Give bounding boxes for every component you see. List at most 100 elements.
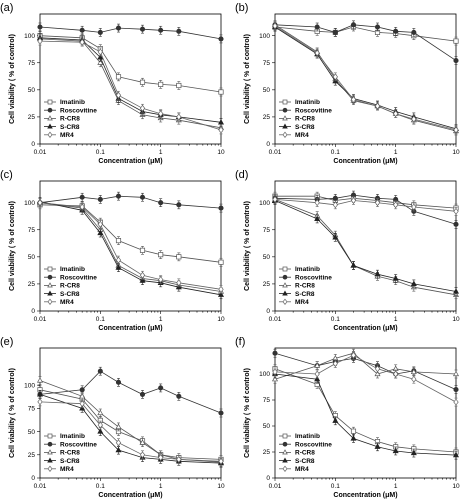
data-point (218, 259, 224, 265)
data-point (115, 74, 122, 80)
y-tick-label: 50 (28, 254, 36, 261)
data-point (314, 49, 320, 57)
data-point (139, 247, 146, 253)
data-point (176, 455, 182, 463)
x-axis-label: Concentration (μM) (98, 492, 162, 499)
legend-label: Roscovitine (295, 274, 332, 281)
y-tick-label: 100 (259, 33, 270, 40)
x-tick-label: 10 (217, 316, 225, 323)
y-tick-label: 25 (263, 449, 271, 456)
legend-marker (282, 115, 288, 121)
series-line (274, 199, 457, 296)
data-point (392, 447, 399, 454)
legend-label: Imatinib (60, 266, 85, 273)
data-point (97, 428, 104, 434)
legend-label: S-CR8 (295, 458, 315, 465)
data-point (115, 25, 122, 31)
data-point (37, 199, 43, 207)
data-point (392, 275, 399, 281)
x-tick-label: 0.1 (96, 483, 105, 490)
x-tick-label: 10 (217, 149, 225, 156)
legend-marker (47, 457, 53, 463)
y-tick-label: 0 (266, 475, 270, 482)
chart-panel: (f) 0 25 50 75 100 0.01 0.1 1 10 Concentration (μM… (235, 336, 460, 499)
data-point (314, 362, 321, 368)
data-point (350, 262, 357, 268)
plot-frame (39, 13, 222, 145)
data-point (374, 199, 381, 207)
series-line (39, 38, 222, 129)
data-point (176, 202, 182, 208)
y-tick-label: 75 (263, 60, 271, 67)
series-line (274, 194, 457, 225)
series-line (274, 354, 457, 403)
data-point (452, 370, 460, 377)
data-point (176, 279, 182, 287)
legend-marker (47, 274, 53, 280)
data-point (272, 368, 278, 376)
legend-marker (282, 298, 288, 305)
data-point (115, 379, 122, 385)
legend-label: S-CR8 (295, 124, 315, 131)
legend-label: S-CR8 (295, 291, 315, 298)
chart-panel: (a) 0 25 50 75 100 0.01 0.1 1 10 Concentration (μM… (0, 2, 225, 165)
x-axis-label: Concentration (μM) (333, 158, 397, 165)
y-axis-label: Cell viability ( % of control) (9, 34, 16, 124)
series-mr4 (272, 21, 459, 135)
x-tick-label: 0.1 (96, 316, 105, 323)
data-point (37, 398, 43, 406)
data-point (314, 24, 320, 30)
series-line (39, 202, 222, 292)
y-tick-label: 0 (31, 475, 35, 482)
legend-label: R-CR8 (295, 283, 315, 290)
data-point (350, 435, 357, 441)
series-line (274, 368, 457, 453)
legend-marker (282, 107, 288, 113)
series-line (274, 373, 457, 456)
plot-frame (274, 13, 457, 145)
plot-frame (39, 180, 222, 312)
data-point (158, 110, 164, 118)
x-tick-label: 0.1 (331, 483, 340, 490)
legend-label: MR4 (295, 132, 309, 139)
data-point (158, 454, 164, 462)
legend-marker (47, 298, 53, 305)
data-point (176, 28, 182, 34)
legend-marker (47, 99, 53, 105)
series-line (39, 195, 222, 209)
data-point (452, 451, 460, 458)
plot-frame (274, 180, 457, 312)
data-point (139, 271, 146, 279)
data-point (158, 200, 164, 206)
data-point (411, 29, 417, 35)
legend-label: R-CR8 (295, 450, 315, 457)
series-line (274, 352, 457, 380)
legend-marker (282, 266, 288, 272)
legend-label: Roscovitine (295, 107, 332, 114)
panel-label: (b) (235, 2, 248, 14)
y-tick-label: 75 (263, 227, 271, 234)
legend-label: MR4 (60, 299, 74, 306)
legend-label: R-CR8 (60, 450, 80, 457)
panel-label: (a) (0, 2, 13, 14)
data-point (410, 280, 417, 287)
y-tick-label: 50 (28, 87, 36, 94)
legend-label: R-CR8 (60, 116, 80, 123)
legend-label: S-CR8 (60, 291, 80, 298)
data-point (374, 365, 381, 373)
x-tick-label: 0.01 (34, 483, 47, 490)
y-tick-label: 25 (28, 452, 36, 459)
legend-marker (282, 274, 288, 280)
data-point (453, 207, 459, 215)
legend-marker (282, 465, 288, 472)
data-point (453, 126, 459, 134)
data-point (97, 53, 104, 60)
series-line (39, 204, 222, 263)
data-point (332, 29, 338, 35)
data-point (393, 201, 399, 209)
legend-marker (47, 266, 53, 272)
y-tick-label: 25 (28, 281, 36, 288)
